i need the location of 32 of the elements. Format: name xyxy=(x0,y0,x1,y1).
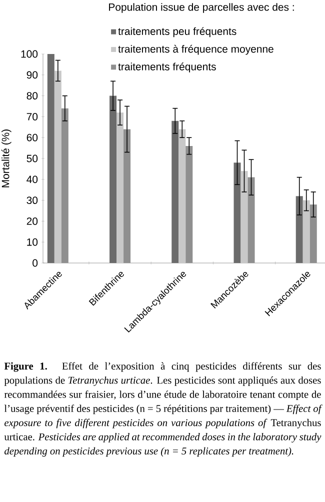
bar xyxy=(124,129,131,263)
bar xyxy=(296,196,303,263)
y-tick-label: 30 xyxy=(26,196,38,204)
y-tick-label: 10 xyxy=(27,238,38,246)
text: Figure 1. Effet de l’exposition à cinq pesticides différents sur des populations de Tetranychus urticae. Les pesticides sont appliqués aux doses recommandées sur fraisier, lors d’une étude de laboratoire tenant compte de l’usage préventif des pesticides (n = 5 répétitions par traitement) — Effect of exposure to five different pesticides on various populations of Tetranychus urticae. Pesticides are applied at recommended doses in the laboratory study depending on pesticides previous use (n = 5 replicates per treatment). xyxy=(4,362,322,457)
bar xyxy=(47,54,54,263)
bar xyxy=(310,204,317,263)
bar xyxy=(178,129,186,263)
y-tick-label: 60 xyxy=(26,134,38,142)
y-axis-title: Mortalité (%) xyxy=(1,130,12,188)
y-tick-label: 80 xyxy=(26,92,38,100)
legend-label: traitements fréquents xyxy=(118,62,216,72)
legend-title: Population issue de parcelles avec des : xyxy=(109,3,294,13)
bar xyxy=(302,200,310,263)
y-tick-label: 70 xyxy=(26,113,38,120)
bar xyxy=(240,171,248,263)
bar xyxy=(234,162,241,263)
y-tick-label: 0 xyxy=(32,259,38,267)
bar xyxy=(248,177,255,263)
bar xyxy=(54,70,62,263)
bar xyxy=(116,112,124,263)
y-tick-label: 20 xyxy=(26,218,38,225)
bar xyxy=(61,108,68,263)
y-tick-label: 90 xyxy=(26,71,38,79)
bar xyxy=(172,120,179,263)
legend-label: traitements à fréquence moyenne xyxy=(118,44,274,55)
y-tick-label: 100 xyxy=(21,50,38,58)
legend-label: traitements peu fréquents xyxy=(118,27,236,38)
y-tick-label: 40 xyxy=(26,176,38,184)
y-tick-label: 50 xyxy=(26,154,38,162)
bar xyxy=(110,96,117,263)
bar xyxy=(186,146,193,263)
